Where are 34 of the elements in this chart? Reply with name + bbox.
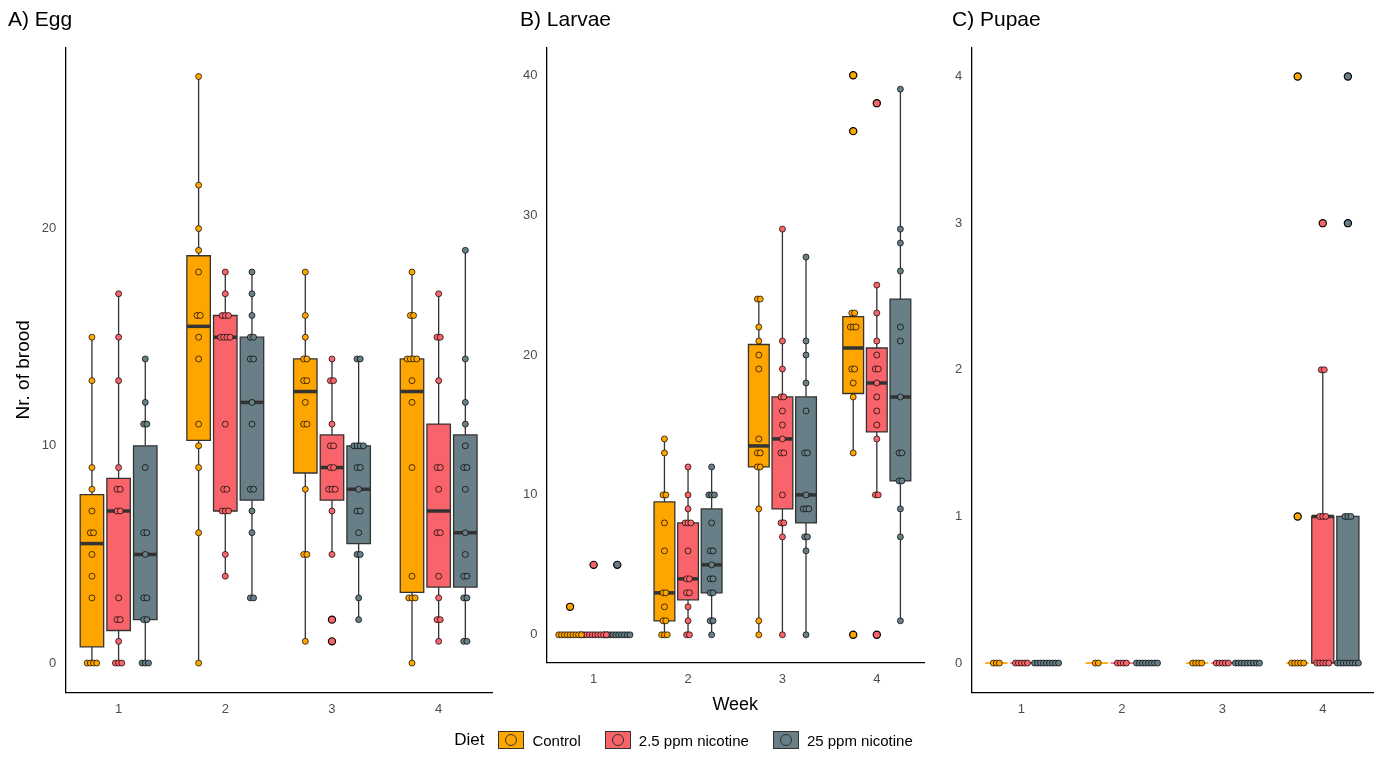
x-tick-label: 1 [114, 700, 123, 716]
y-tick-label: 3 [955, 214, 963, 230]
x-tick-label: 1 [590, 671, 598, 687]
legend-title: Diet [454, 730, 485, 750]
y-tick-label: 1 [955, 508, 963, 524]
y-tick-label: 30 [522, 206, 538, 222]
y-tick-label: 20 [41, 220, 57, 236]
legend-label: 25 ppm nicotine [806, 731, 913, 749]
chart-title: B) Larvae [520, 7, 612, 31]
legend-label: Control [532, 731, 581, 749]
chart-title: A) Egg [8, 7, 73, 31]
x-tick-label: 2 [221, 700, 229, 716]
x-tick-label: 3 [1218, 700, 1226, 716]
y-tick-label: 10 [522, 486, 538, 502]
y-tick-label: 2 [955, 361, 963, 377]
y-axis-title: Nr. of brood [11, 320, 33, 420]
y-tick-label: 4 [955, 68, 963, 84]
x-tick-label: 4 [1319, 700, 1327, 716]
x-tick-label: 4 [873, 671, 881, 687]
chart-title: C) Pupae [952, 7, 1041, 31]
x-tick-label: 2 [684, 671, 692, 687]
y-tick-label: 40 [522, 66, 538, 82]
y-tick-label: 0 [49, 654, 57, 670]
x-tick-label: 2 [1118, 700, 1126, 716]
x-tick-label: 1 [1017, 700, 1026, 716]
x-axis-title: Week [712, 694, 760, 715]
legend-label: 2.5 ppm nicotine [638, 731, 749, 749]
x-tick-label: 3 [778, 671, 787, 687]
y-tick-label: 0 [530, 626, 538, 642]
x-tick-label: 4 [435, 700, 443, 716]
y-tick-label: 20 [522, 346, 538, 362]
y-tick-label: 0 [955, 654, 963, 670]
y-tick-label: 10 [41, 437, 57, 453]
x-tick-label: 3 [328, 700, 336, 716]
